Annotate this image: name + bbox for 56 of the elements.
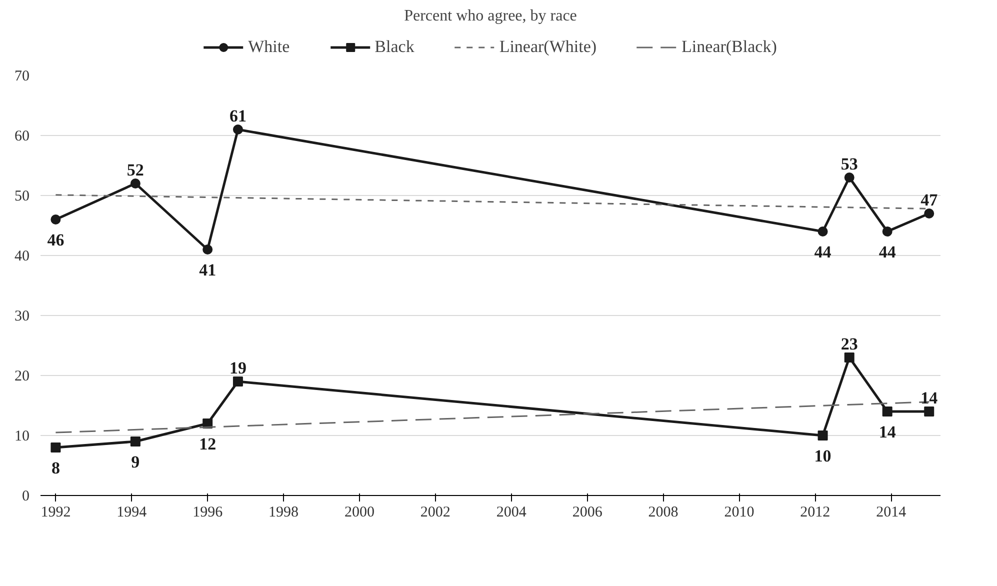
data-label: 47 xyxy=(920,190,938,210)
data-label: 19 xyxy=(229,358,246,378)
x-tick-label: 1998 xyxy=(268,504,299,520)
point xyxy=(844,172,854,182)
data-label: 8 xyxy=(51,458,60,478)
data-label: 23 xyxy=(840,334,858,354)
chart-title: Percent who agree, by race xyxy=(404,8,577,24)
x-tick-label: 2004 xyxy=(496,504,527,520)
x-tick-label: 1994 xyxy=(116,504,148,520)
y-tick-label: 70 xyxy=(14,68,30,84)
point xyxy=(882,226,892,236)
x-tick-label: 2008 xyxy=(648,504,678,520)
point xyxy=(232,124,243,134)
data-label: 14 xyxy=(878,422,896,442)
x-tick-label: 2012 xyxy=(800,504,830,520)
x-tick-label: 2010 xyxy=(724,504,754,520)
point xyxy=(50,442,61,452)
legend-label: Black xyxy=(374,37,414,57)
point xyxy=(882,406,892,416)
data-label: 61 xyxy=(229,106,246,126)
y-tick-label: 20 xyxy=(14,368,30,384)
legend-label: White xyxy=(248,37,290,57)
data-label: 52 xyxy=(126,160,144,180)
x-tick-label: 2006 xyxy=(572,504,603,520)
data-label: 44 xyxy=(878,242,896,262)
point xyxy=(818,226,828,236)
data-label: 9 xyxy=(131,452,140,472)
y-tick-label: 40 xyxy=(14,248,30,264)
point xyxy=(202,244,213,254)
point xyxy=(130,178,140,188)
x-tick-label: 1996 xyxy=(192,504,224,520)
data-label: 41 xyxy=(199,260,216,280)
point xyxy=(130,436,140,446)
data-label: 12 xyxy=(199,434,216,454)
data-label: 53 xyxy=(840,154,858,174)
legend-label: Linear(Black) xyxy=(682,37,777,57)
y-tick-label: 50 xyxy=(14,188,30,204)
point xyxy=(924,208,934,218)
y-tick-label: 30 xyxy=(14,308,30,324)
data-label: 10 xyxy=(814,446,832,466)
y-tick-label: 0 xyxy=(22,488,30,504)
data-label: 14 xyxy=(920,388,938,408)
x-tick-label: 2000 xyxy=(344,504,374,520)
point xyxy=(844,352,854,362)
point xyxy=(924,406,934,416)
point xyxy=(818,430,828,440)
point xyxy=(50,214,61,224)
x-tick-label: 2014 xyxy=(876,504,907,520)
x-tick-label: 1992 xyxy=(40,504,71,520)
legend-label: Linear(White) xyxy=(499,37,597,57)
data-label: 46 xyxy=(47,230,64,250)
x-tick-label: 2002 xyxy=(420,504,450,520)
y-tick-label: 60 xyxy=(14,128,30,144)
data-label: 44 xyxy=(814,242,832,262)
point xyxy=(232,376,243,386)
y-tick-label: 10 xyxy=(14,428,30,444)
